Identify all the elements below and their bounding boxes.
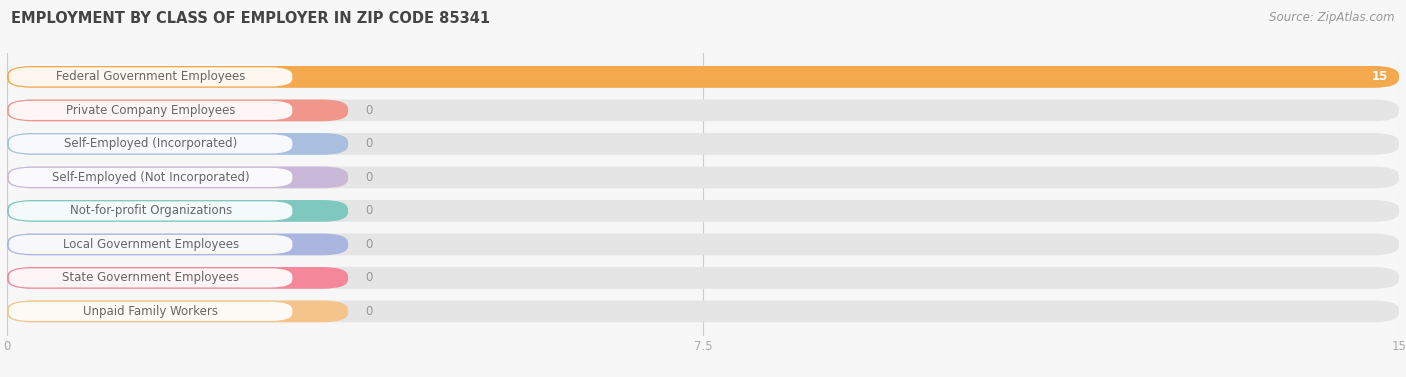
FancyBboxPatch shape <box>8 302 292 321</box>
Text: 0: 0 <box>364 137 373 150</box>
FancyBboxPatch shape <box>8 201 292 221</box>
FancyBboxPatch shape <box>7 300 1399 322</box>
Text: 0: 0 <box>364 271 373 284</box>
FancyBboxPatch shape <box>7 66 1399 88</box>
FancyBboxPatch shape <box>7 133 349 155</box>
Text: Local Government Employees: Local Government Employees <box>63 238 239 251</box>
FancyBboxPatch shape <box>7 167 349 188</box>
Text: 0: 0 <box>364 104 373 117</box>
FancyBboxPatch shape <box>8 101 292 120</box>
FancyBboxPatch shape <box>7 167 1399 188</box>
FancyBboxPatch shape <box>7 233 349 255</box>
Text: 0: 0 <box>364 238 373 251</box>
FancyBboxPatch shape <box>7 300 349 322</box>
Text: State Government Employees: State Government Employees <box>62 271 239 284</box>
Text: 15: 15 <box>1371 70 1388 83</box>
FancyBboxPatch shape <box>7 200 349 222</box>
Text: 0: 0 <box>364 171 373 184</box>
Text: Private Company Employees: Private Company Employees <box>66 104 235 117</box>
FancyBboxPatch shape <box>7 100 349 121</box>
Text: 0: 0 <box>364 204 373 218</box>
FancyBboxPatch shape <box>7 267 1399 289</box>
Text: Federal Government Employees: Federal Government Employees <box>56 70 245 83</box>
Text: EMPLOYMENT BY CLASS OF EMPLOYER IN ZIP CODE 85341: EMPLOYMENT BY CLASS OF EMPLOYER IN ZIP C… <box>11 11 491 26</box>
FancyBboxPatch shape <box>8 168 292 187</box>
FancyBboxPatch shape <box>7 200 1399 222</box>
FancyBboxPatch shape <box>8 134 292 153</box>
Text: Source: ZipAtlas.com: Source: ZipAtlas.com <box>1270 11 1395 24</box>
Text: 0: 0 <box>364 305 373 318</box>
Text: Not-for-profit Organizations: Not-for-profit Organizations <box>69 204 232 218</box>
Text: Self-Employed (Incorporated): Self-Employed (Incorporated) <box>65 137 238 150</box>
FancyBboxPatch shape <box>7 133 1399 155</box>
FancyBboxPatch shape <box>8 67 292 86</box>
FancyBboxPatch shape <box>7 66 1399 88</box>
FancyBboxPatch shape <box>8 268 292 287</box>
FancyBboxPatch shape <box>7 267 349 289</box>
FancyBboxPatch shape <box>7 233 1399 255</box>
Text: Unpaid Family Workers: Unpaid Family Workers <box>83 305 218 318</box>
Text: Self-Employed (Not Incorporated): Self-Employed (Not Incorporated) <box>52 171 249 184</box>
FancyBboxPatch shape <box>7 100 1399 121</box>
FancyBboxPatch shape <box>8 235 292 254</box>
